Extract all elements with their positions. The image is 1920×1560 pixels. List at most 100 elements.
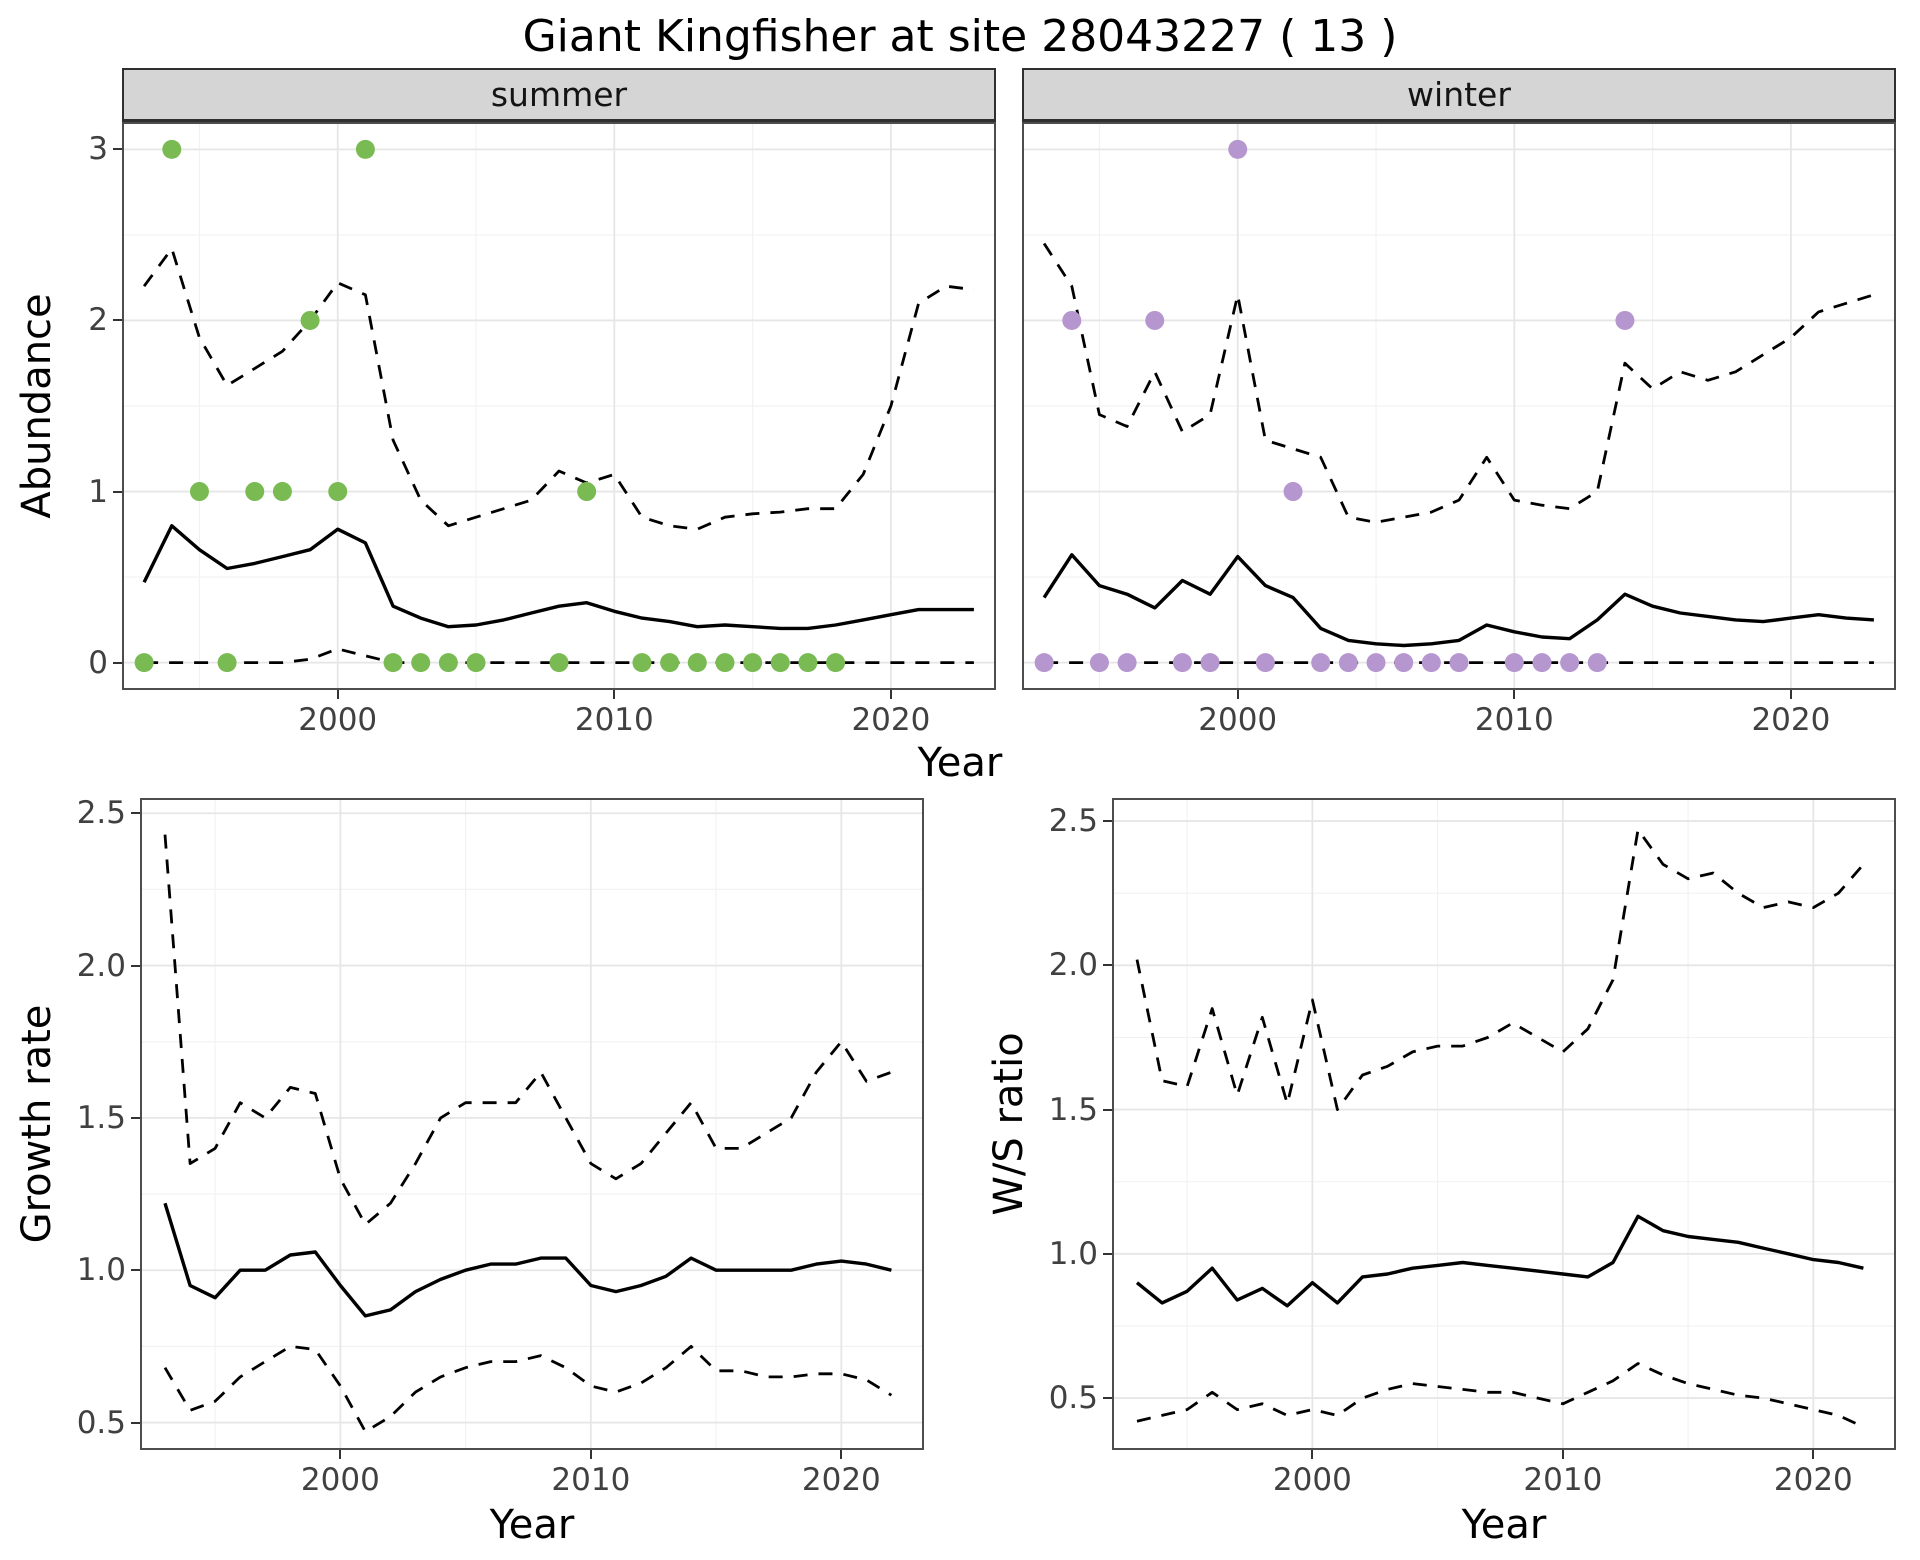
facet-summer: summer 2000 2010 2020 [122,68,996,738]
y-tick-label: 1.0 [76,1252,126,1289]
observed-point [798,653,818,673]
observed-point [687,653,707,673]
observed-point [1587,653,1607,673]
ws-ratio-panel [1112,798,1896,1450]
x-tick-mark [589,1450,592,1459]
y-tick-mark [131,1116,140,1119]
observed-point [577,482,597,502]
x-tick-mark [613,690,616,699]
summer-abundance-plot [122,122,996,690]
observed-point [1449,653,1469,673]
spacer [1036,1450,1112,1554]
observed-point [715,653,735,673]
observed-point [1366,653,1386,673]
abundance-y-axis-column: Abundance [10,68,64,736]
abundance-row: Abundance 0 1 2 3 summer 2000 2010 2020 winte… [10,68,1910,738]
spacer [64,690,122,736]
y-tick-label: 2.5 [1048,803,1098,840]
y-tick-mark [131,812,140,815]
observed-point [1034,653,1054,673]
upper-ci-line [1042,242,1875,524]
x-tick-label: 2020 [851,702,931,738]
panel-border [1112,798,1896,1450]
observed-point [466,653,486,673]
growth-chart: 2000 2010 2020 Year [140,798,924,1554]
y-tick-mark [113,661,122,664]
x-tick-mark [840,1450,843,1459]
observed-point [1145,310,1165,330]
abundance-y-tick-gutter: 0 1 2 3 [64,122,122,690]
y-tick-label: 2.5 [76,795,126,832]
x-tick-mark [1812,1450,1815,1459]
lower-ci-line [1136,1362,1864,1429]
y-tick-label: 3 [88,131,108,168]
x-tick-label: 2000 [298,702,378,738]
observed-point [826,653,846,673]
observed-point [1615,310,1635,330]
y-tick-mark [1103,1108,1112,1111]
y-tick-mark [1103,1252,1112,1255]
observed-point [1200,653,1220,673]
y-tick-label: 2.0 [1048,947,1098,984]
ws-y-tick-gutter: 0.5 1.0 1.5 2.0 2.5 [1036,798,1112,1450]
x-tick-mark [336,690,339,699]
x-tick-mark [1789,690,1792,699]
facet-winter: winter 2000 2010 2020 [1022,68,1896,738]
x-tick-label: 2010 [551,1462,631,1498]
ws-y-axis-title: W/S ratio [982,798,1036,1450]
x-tick-label: 2020 [1751,702,1831,738]
upper-ci-line [1135,828,1865,1112]
growth-y-tick-column: 0.5 1.0 1.5 2.0 2.5 [64,795,140,1554]
abundance-y-axis-title: Abundance [10,122,64,690]
spacer [10,68,64,122]
summer-x-tick-gutter: 2000 2010 2020 [122,690,996,738]
observed-point [189,482,209,502]
x-tick-label: 2010 [1474,702,1554,738]
observed-point [1560,653,1580,673]
ws-ratio-plot [1112,798,1896,1450]
y-tick-mark [113,319,122,322]
observed-point [272,482,292,502]
upper-ci-line [142,247,975,531]
observed-point [134,653,154,673]
y-tick-label: 2 [88,302,108,339]
abundance-x-axis-title: Year [917,740,1003,786]
observed-point [549,653,569,673]
x-tick-mark [1561,1450,1564,1459]
spacer [64,1450,140,1554]
mean-line [163,1202,892,1318]
observed-point [162,139,182,159]
x-tick-mark [1513,690,1516,699]
ws-x-axis-title: Year [1461,1502,1547,1548]
observed-point [328,482,348,502]
observed-point [438,653,458,673]
facet-strip-summer: summer [122,68,996,122]
observed-point [660,653,680,673]
observed-point [1532,653,1552,673]
y-tick-mark [131,964,140,967]
observed-point [217,653,237,673]
x-tick-label: 2020 [801,1462,881,1498]
spacer [10,690,64,736]
x-tick-label: 2000 [1198,702,1278,738]
y-tick-mark [1103,964,1112,967]
winter-abundance-panel [1022,122,1896,690]
x-tick-mark [339,1450,342,1459]
observed-point [1421,653,1441,673]
abundance-y-axis-title-text: Abundance [14,293,60,519]
summer-abundance-panel [122,122,996,690]
facet-strip-summer-label: summer [490,75,628,114]
observed-point [1089,653,1109,673]
y-tick-label: 1.5 [1048,1091,1098,1128]
y-tick-label: 0.5 [1048,1380,1098,1417]
observed-point [355,139,375,159]
chart-title: Giant Kingfisher at site 28043227 ( 13 ) [522,10,1398,62]
observed-point [1228,139,1248,159]
observed-point [383,653,403,673]
observed-point [1117,653,1137,673]
observed-point [1062,310,1082,330]
x-tick-label: 2010 [574,702,654,738]
chart-gap [924,798,982,1554]
right-pad [1896,798,1910,1554]
observed-point [245,482,265,502]
